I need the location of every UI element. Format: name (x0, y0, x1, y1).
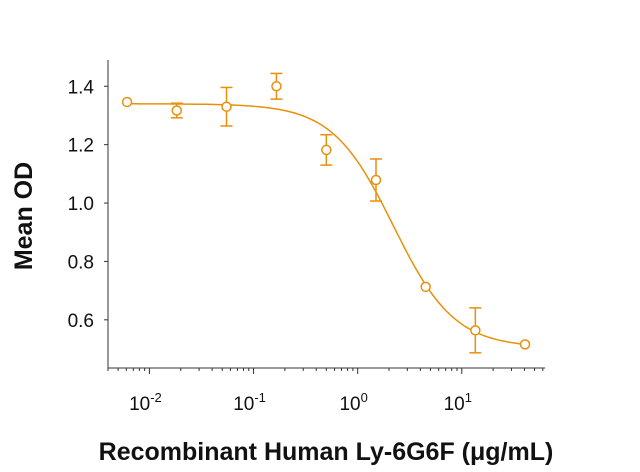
data-point (171, 105, 183, 116)
data-point (519, 339, 531, 350)
x-tick-label: 101 (444, 390, 472, 415)
y-tick-label: 1.2 (68, 136, 94, 157)
fit-curve (127, 103, 526, 346)
data-point (121, 96, 133, 108)
data-point (321, 144, 332, 156)
data-points (121, 72, 531, 354)
x-axis-title: Recombinant Human Ly-6G6F (μg/mL) (99, 438, 554, 466)
data-point (221, 101, 232, 112)
y-tick-label: 1.4 (68, 77, 95, 98)
x-tick-label: 10-1 (233, 390, 266, 415)
data-point (370, 174, 382, 186)
y-tick-label: 0.6 (68, 311, 94, 332)
y-axis-title: Mean OD (10, 162, 38, 270)
data-point (470, 325, 481, 336)
y-tick-label: 1.0 (68, 194, 94, 215)
axes: 0.6 0.8 1.0 1.2 1.4 10-2 10-1 100 101 (68, 60, 545, 415)
x-tick-label: 100 (339, 390, 367, 415)
y-tick-label: 0.8 (68, 252, 94, 273)
x-tick-label: 10-2 (129, 390, 162, 415)
fit-curve-group (127, 103, 526, 346)
data-point (271, 81, 282, 92)
data-point (420, 281, 431, 293)
